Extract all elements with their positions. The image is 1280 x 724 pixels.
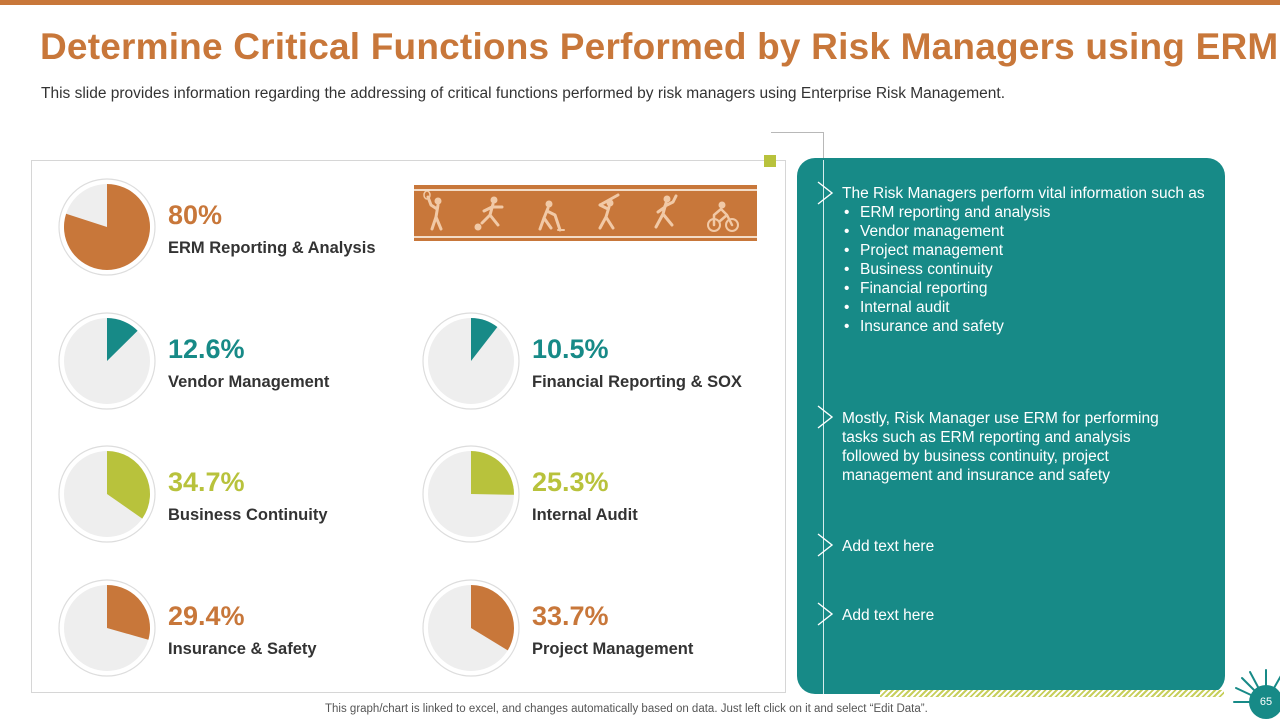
pie-chart	[422, 312, 520, 410]
functions-list-item: • Insurance and safety	[842, 317, 1205, 336]
pie-slice	[471, 451, 514, 495]
bullet-icon: •	[844, 318, 850, 335]
card-block-intro: The Risk Managers perform vital informat…	[842, 185, 1205, 202]
functions-list-item: • Internal audit	[842, 298, 1205, 317]
pie-category-label: Internal Audit	[532, 506, 638, 524]
summary-line: followed by business continuity, project	[842, 448, 1109, 465]
chevron-right-icon	[817, 405, 834, 429]
sports-silhouettes	[423, 190, 739, 232]
footnote: This graph/chart is linked to excel, and…	[325, 703, 928, 715]
pie-value-label: 29.4%	[168, 601, 245, 631]
page-number: 65	[1259, 696, 1273, 708]
functions-list-item-text: Financial reporting	[860, 280, 988, 297]
baseball-pitcher-icon	[654, 194, 678, 229]
banner-stripe-top	[414, 189, 757, 191]
card-block-functions: The Risk Managers perform vital informat…	[842, 184, 1205, 336]
timeline-line	[823, 160, 824, 694]
functions-list: • ERM reporting and analysis • Vendor manag…	[842, 203, 1205, 336]
bullet-icon: •	[844, 223, 850, 240]
functions-list-item: • Financial reporting	[842, 279, 1205, 298]
tennis-player-icon	[423, 190, 443, 231]
pie-category-label: Financial Reporting & SOX	[532, 373, 742, 391]
bullet-icon: •	[844, 299, 850, 316]
pie-chart	[58, 312, 156, 410]
pie-chart	[58, 445, 156, 543]
pie-value-label: 12.6%	[168, 334, 245, 364]
pie-slice	[107, 451, 150, 519]
insights-card[interactable]	[797, 158, 1225, 694]
functions-list-item: • Vendor management	[842, 222, 1205, 241]
pie-value-label: 80%	[168, 200, 223, 230]
functions-list-item-text: Business continuity	[860, 261, 993, 278]
card-block-placeholder-1[interactable]: Add text here	[842, 538, 935, 555]
pie-value-label: 33.7%	[532, 601, 609, 631]
pie-chart	[58, 579, 156, 677]
chevron-right-icon	[817, 533, 834, 557]
pie-chart	[58, 178, 156, 276]
pie-category-label: Insurance & Safety	[168, 640, 317, 658]
slide-subtitle: This slide provides information regardin…	[41, 85, 1006, 102]
bullet-icon: •	[844, 280, 850, 297]
summary-line: management and insurance and safety	[842, 467, 1110, 484]
soccer-player-icon	[474, 196, 504, 231]
functions-list-item-text: Vendor management	[860, 223, 1004, 240]
functions-list-item-text: Insurance and safety	[860, 318, 1004, 335]
pie-value-label: 34.7%	[168, 467, 245, 497]
connector-square	[764, 155, 776, 167]
summary-line: tasks such as ERM reporting and analysis	[842, 429, 1131, 446]
pie-category-label: ERM Reporting & Analysis	[168, 239, 376, 257]
pie-slice	[63, 184, 150, 270]
functions-list-item: • Project management	[842, 241, 1205, 260]
bullet-icon: •	[844, 261, 850, 278]
banner-stripe-bottom	[414, 236, 757, 238]
cyclist-icon	[707, 201, 739, 232]
card-block-summary: Mostly, Risk Manager use ERM for perform…	[842, 409, 1159, 485]
pie-category-label: Project Management	[532, 640, 694, 658]
functions-list-item: • ERM reporting and analysis	[842, 203, 1205, 222]
connector-bracket	[771, 132, 824, 163]
pie-value-label: 10.5%	[532, 334, 609, 364]
pie-slice	[471, 318, 498, 361]
card-block-placeholder-2[interactable]: Add text here	[842, 607, 935, 624]
pie-chart	[422, 579, 520, 677]
pie-chart-panel[interactable]	[31, 160, 786, 693]
chevron-right-icon	[817, 181, 834, 205]
pie-slice	[471, 585, 514, 651]
baseball-batter-icon	[598, 193, 620, 230]
pie-slice	[107, 318, 138, 361]
pie-slice	[107, 585, 151, 640]
pie-value-label: 25.3%	[532, 467, 609, 497]
top-accent-bar	[0, 0, 1280, 5]
slide-title: Determine Critical Functions Performed b…	[40, 26, 1279, 67]
bullet-icon: •	[844, 242, 850, 259]
pie-chart	[422, 445, 520, 543]
pie-category-label: Business Continuity	[168, 506, 328, 524]
functions-list-item: • Business continuity	[842, 260, 1205, 279]
chevron-right-icon	[817, 602, 834, 626]
hockey-player-icon	[538, 200, 565, 232]
functions-list-item-text: Project management	[860, 242, 1004, 259]
functions-list-item-text: ERM reporting and analysis	[860, 204, 1051, 221]
hatch-decoration	[880, 690, 1224, 697]
summary-line: Mostly, Risk Manager use ERM for perform…	[842, 410, 1159, 427]
sports-banner	[414, 185, 757, 241]
pie-category-label: Vendor Management	[168, 373, 330, 391]
functions-list-item-text: Internal audit	[860, 299, 950, 316]
bullet-icon: •	[844, 204, 850, 221]
page-badge-icon	[1233, 669, 1280, 719]
